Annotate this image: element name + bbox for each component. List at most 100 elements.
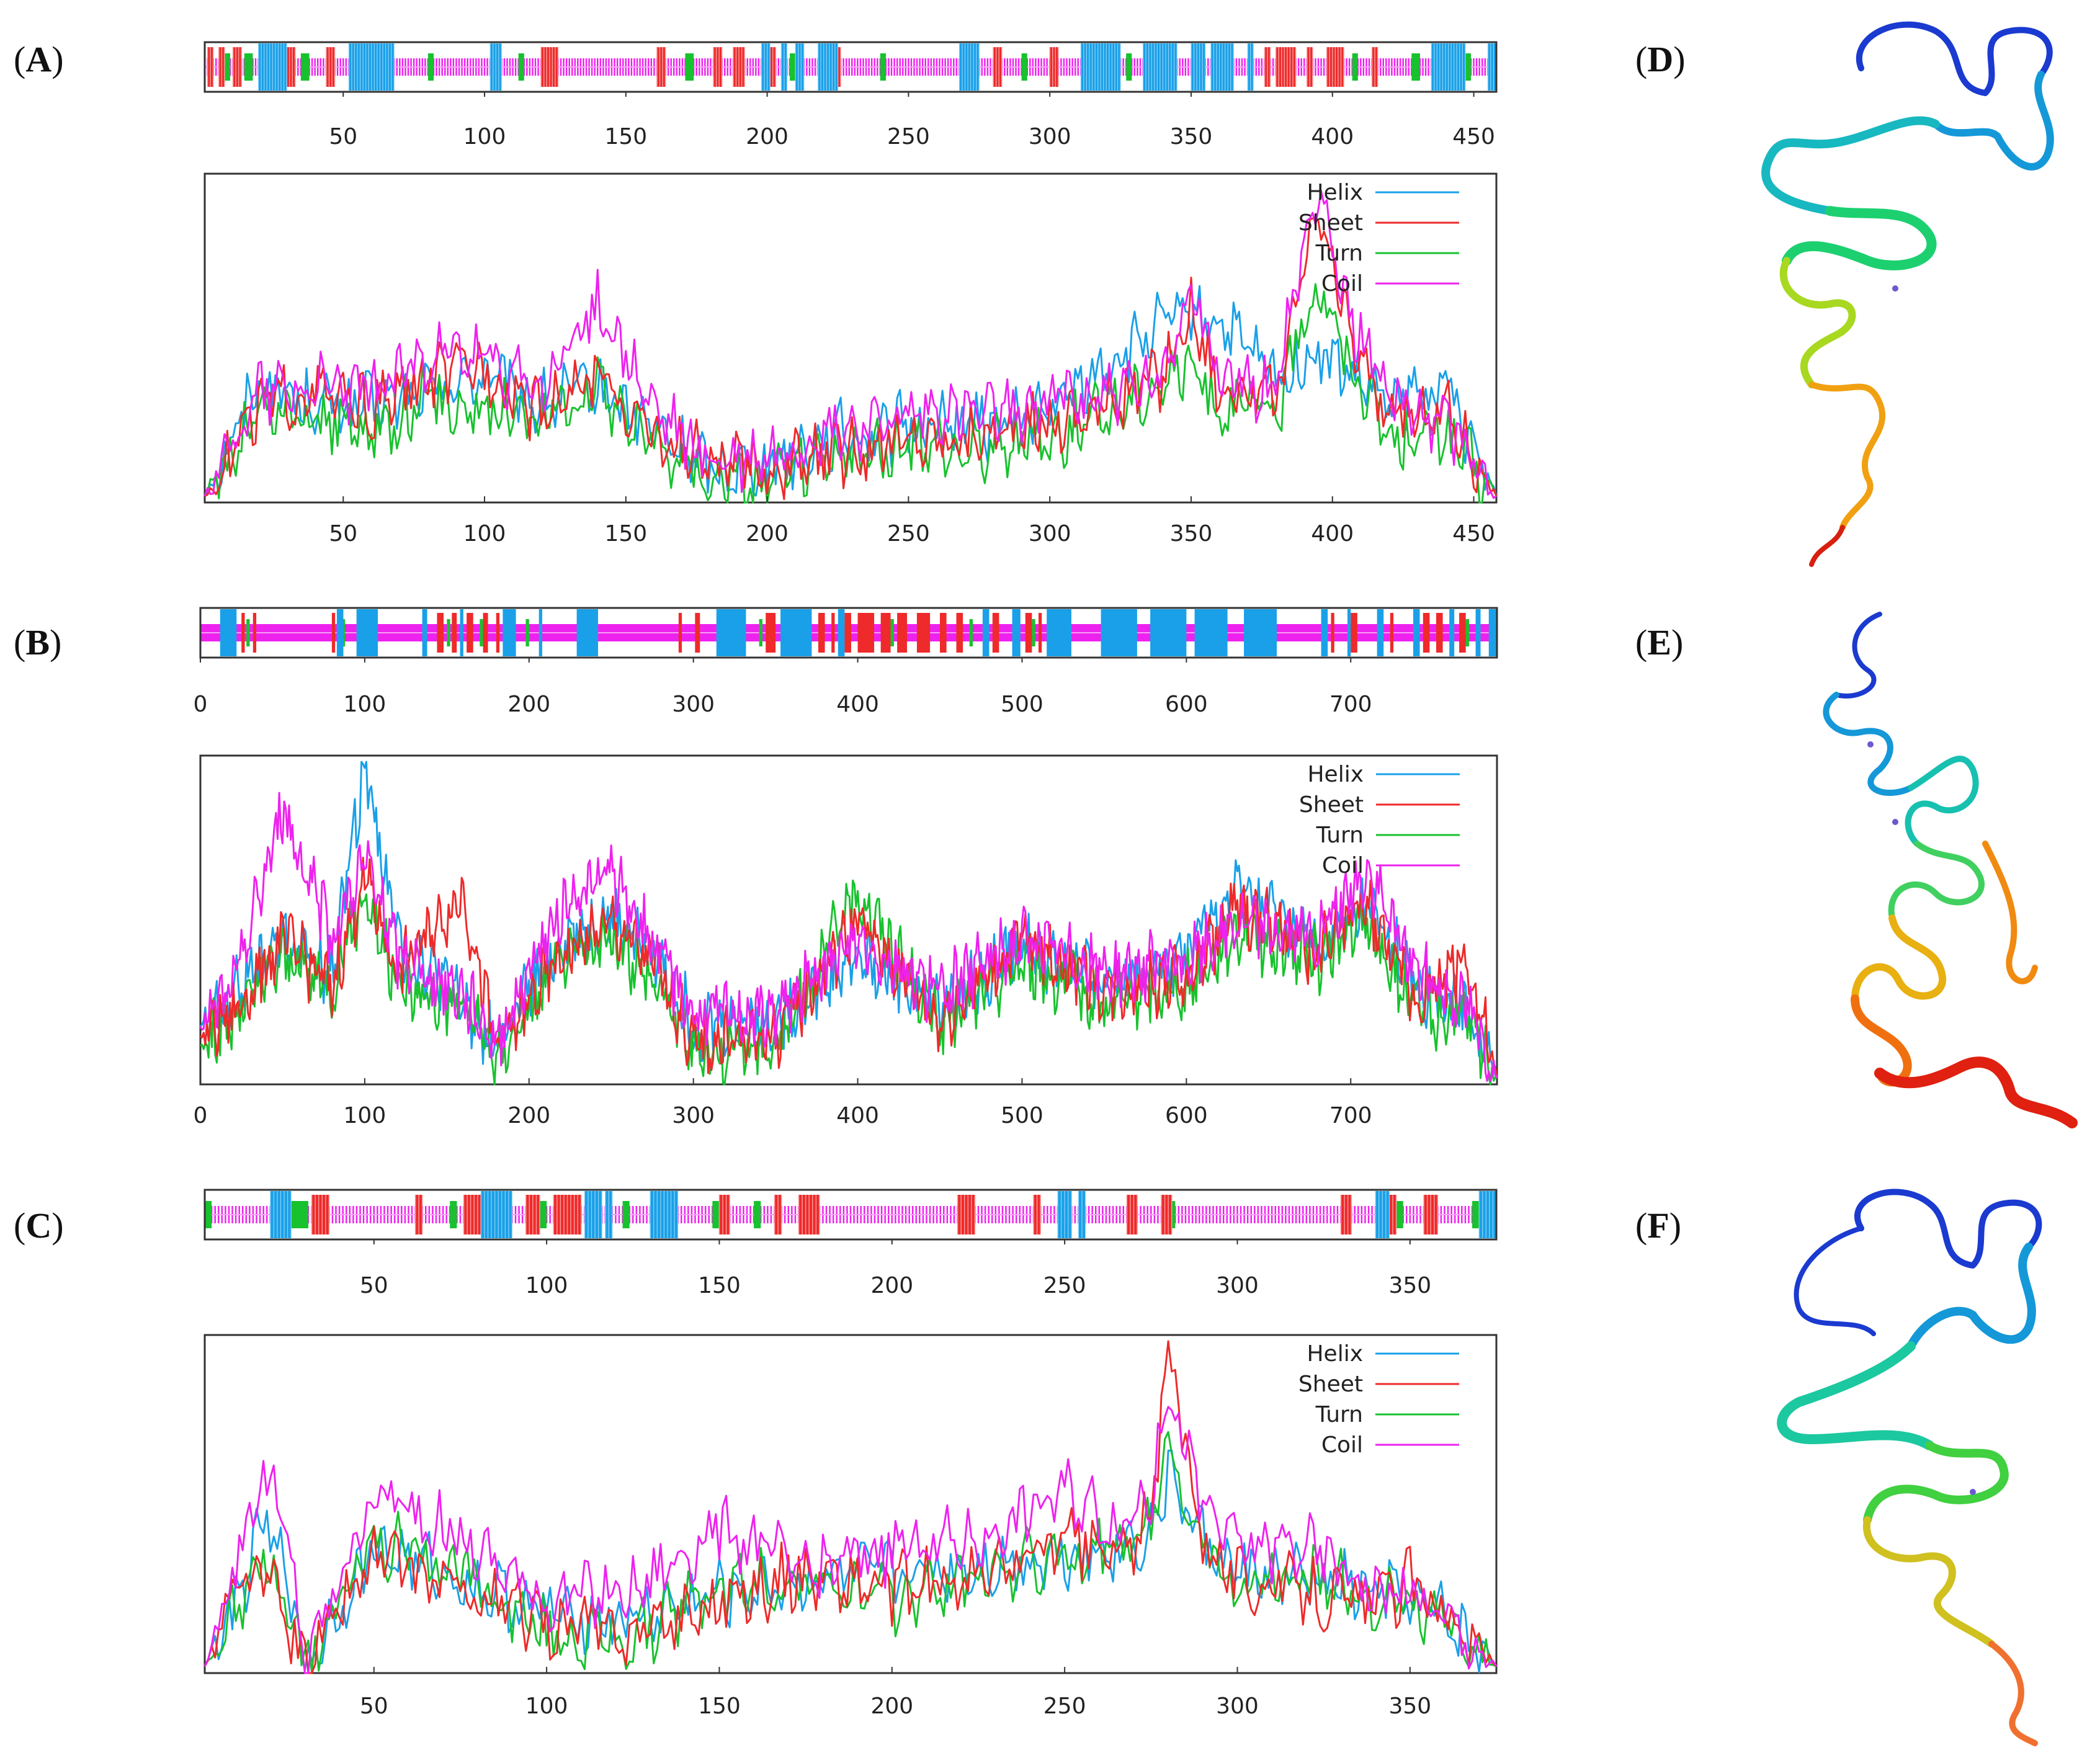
band-tick-label: 300 <box>1216 1273 1259 1298</box>
helix-segment <box>584 1191 602 1238</box>
band-frame <box>203 1189 1498 1241</box>
band-tick-label: 100 <box>344 692 386 717</box>
helix-segment <box>348 43 395 91</box>
plot-tick-label: 200 <box>507 1103 550 1128</box>
turn-segment <box>712 1201 720 1228</box>
helix-fill <box>1101 609 1137 656</box>
series-line-coil <box>199 792 1498 1082</box>
structure-band: 50 100 150 200 250 300 350 400 450 <box>203 41 1498 150</box>
series-line-coil <box>203 189 1497 499</box>
band-tick-label: 700 <box>1329 692 1372 717</box>
turn-segment <box>1411 53 1420 81</box>
sheet-segment <box>678 613 682 653</box>
sheet-segment <box>1388 1195 1397 1234</box>
structure-band: 0 100 200 300 400 500 600 700 <box>194 607 1498 717</box>
turn-segment <box>525 619 529 646</box>
turn-segment <box>205 1201 212 1228</box>
sheet-segment <box>992 613 999 653</box>
sheet-segment <box>467 613 473 653</box>
chart-panel-b: 0 100 200 300 400 500 600 700 0 100 200 300 400 500 60… <box>194 607 1498 1128</box>
sheet-segment <box>695 613 700 653</box>
sheet-fill <box>1050 47 1058 87</box>
helix-segment <box>1244 609 1277 656</box>
protein-structure-f <box>1777 1189 2042 1746</box>
plot-tick-label: 350 <box>1388 1694 1431 1719</box>
legend: Helix Sheet Turn Coil <box>1299 762 1460 878</box>
sheet-segment <box>414 1195 423 1234</box>
sheet-segment <box>311 1195 330 1234</box>
helix-segment <box>1012 609 1021 656</box>
sheet-fill <box>719 1195 730 1234</box>
helix-fill <box>220 609 237 656</box>
plot-tick-label: 50 <box>329 521 357 547</box>
sheet-segment <box>844 613 851 653</box>
helix-segment <box>336 609 344 656</box>
plot-tick-label: 300 <box>1029 521 1071 547</box>
helix-fill <box>716 609 746 656</box>
helix-segment <box>356 609 378 656</box>
panel-label-d: (D) <box>1635 39 1686 79</box>
helix-fill <box>336 609 344 656</box>
sheet-segment <box>252 613 257 653</box>
sheet-segment <box>713 47 723 87</box>
band-tick-label: 200 <box>507 692 550 717</box>
helix-segment <box>538 609 542 656</box>
legend-label-coil: Coil <box>1321 1432 1363 1458</box>
helix-fill <box>818 43 838 91</box>
plot-tick-label: 150 <box>604 521 647 547</box>
helix-fill <box>838 609 845 656</box>
sheet-segment <box>540 47 559 87</box>
sheet-segment <box>452 613 457 653</box>
sheet-fill <box>1390 613 1394 653</box>
plot-tick-label: 250 <box>1043 1694 1086 1719</box>
sheet-segment <box>483 613 488 653</box>
turn-segment <box>969 619 973 646</box>
sheet-fill <box>916 613 931 653</box>
series-line-turn <box>203 283 1498 504</box>
sheet-segment <box>1351 613 1357 653</box>
sheet-fill <box>818 613 825 653</box>
helix-fill <box>503 609 516 656</box>
helix-segment <box>780 43 788 91</box>
turn-segment <box>224 53 231 81</box>
plot-tick-label: 250 <box>887 521 930 547</box>
helix-fill <box>460 609 463 656</box>
helix-fill <box>1012 609 1021 656</box>
legend: Helix Sheet Turn Coil <box>1298 180 1459 297</box>
helix-fill <box>584 1191 602 1238</box>
sheet-segment <box>326 47 336 87</box>
helix-segment <box>1377 609 1384 656</box>
helix-segment <box>1431 43 1466 91</box>
sheet-segment <box>718 1195 730 1234</box>
helix-segment <box>780 609 812 656</box>
legend-label-sheet: Sheet <box>1298 1372 1363 1397</box>
band-tick-label: 600 <box>1165 692 1208 717</box>
helix-fill <box>576 609 599 656</box>
helix-fill <box>1047 609 1071 656</box>
helix-segment <box>958 43 980 91</box>
sheet-segment <box>774 1195 782 1234</box>
helix-fill <box>982 609 990 656</box>
sheet-segment <box>880 613 891 653</box>
plot-tick-label: 600 <box>1165 1103 1208 1128</box>
sheet-segment <box>437 613 444 653</box>
plot-tick-label: 300 <box>672 1103 715 1128</box>
sheet-fill <box>1276 47 1296 87</box>
helix-segment <box>1247 43 1254 91</box>
turn-segment <box>447 619 450 646</box>
turn-segment <box>622 1201 630 1228</box>
helix-fill <box>1347 609 1351 656</box>
sheet-fill <box>331 613 336 653</box>
sheet-segment <box>1126 1195 1138 1234</box>
helix-segment <box>460 609 463 656</box>
plot-tick-label: 50 <box>360 1694 388 1719</box>
helix-fill <box>959 43 980 91</box>
panel-label-f: (F) <box>1635 1205 1682 1246</box>
band-frame <box>199 607 1498 659</box>
plot-tick-label: 500 <box>1001 1103 1043 1128</box>
band-tick-label: 350 <box>1388 1273 1431 1298</box>
sheet-segment <box>463 1195 482 1234</box>
band-tick-label: 100 <box>525 1273 568 1298</box>
turn-segment <box>790 53 796 81</box>
sheet-fill <box>766 613 776 653</box>
